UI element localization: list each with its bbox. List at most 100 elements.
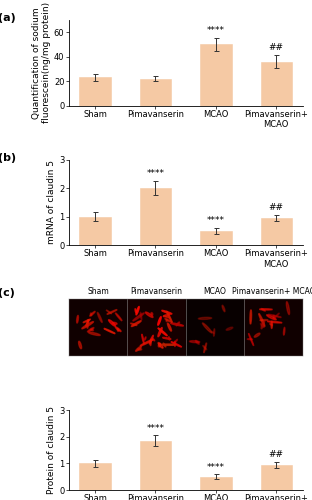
Bar bbox=[261, 62, 292, 106]
Ellipse shape bbox=[87, 320, 88, 322]
Text: MCAO: MCAO bbox=[203, 286, 226, 296]
Ellipse shape bbox=[158, 316, 161, 325]
Ellipse shape bbox=[106, 310, 111, 314]
Text: ****: **** bbox=[207, 462, 225, 471]
Ellipse shape bbox=[195, 340, 199, 344]
Ellipse shape bbox=[163, 338, 171, 340]
Text: ****: **** bbox=[207, 26, 225, 35]
Ellipse shape bbox=[163, 316, 169, 318]
Ellipse shape bbox=[226, 327, 233, 330]
Ellipse shape bbox=[267, 321, 282, 323]
Ellipse shape bbox=[162, 344, 175, 346]
Ellipse shape bbox=[158, 328, 167, 336]
Ellipse shape bbox=[167, 311, 172, 322]
Ellipse shape bbox=[168, 323, 172, 331]
Ellipse shape bbox=[87, 328, 94, 332]
Ellipse shape bbox=[266, 315, 276, 320]
Bar bbox=[69, 299, 127, 356]
Ellipse shape bbox=[142, 334, 144, 344]
Ellipse shape bbox=[168, 337, 170, 340]
Bar bbox=[79, 78, 111, 106]
Ellipse shape bbox=[173, 340, 178, 345]
Ellipse shape bbox=[254, 333, 260, 338]
Ellipse shape bbox=[145, 312, 153, 318]
Bar bbox=[244, 299, 303, 356]
Ellipse shape bbox=[109, 320, 115, 326]
Ellipse shape bbox=[158, 344, 161, 347]
Text: ****: **** bbox=[207, 216, 225, 226]
Ellipse shape bbox=[136, 306, 139, 315]
Ellipse shape bbox=[273, 316, 275, 318]
Bar bbox=[79, 216, 111, 245]
Text: ##: ## bbox=[269, 203, 284, 212]
Ellipse shape bbox=[97, 312, 102, 322]
Ellipse shape bbox=[268, 314, 281, 318]
Ellipse shape bbox=[202, 323, 212, 333]
Ellipse shape bbox=[89, 332, 100, 336]
Ellipse shape bbox=[261, 324, 264, 328]
Ellipse shape bbox=[135, 308, 136, 313]
Ellipse shape bbox=[79, 342, 82, 348]
Bar bbox=[140, 78, 171, 106]
Ellipse shape bbox=[151, 312, 153, 315]
Ellipse shape bbox=[163, 314, 170, 316]
Ellipse shape bbox=[82, 322, 93, 329]
Ellipse shape bbox=[90, 313, 92, 316]
Ellipse shape bbox=[166, 320, 167, 322]
Bar bbox=[261, 218, 292, 245]
Ellipse shape bbox=[104, 328, 115, 334]
Ellipse shape bbox=[165, 318, 171, 322]
Y-axis label: mRNA of claudin 5: mRNA of claudin 5 bbox=[47, 160, 56, 244]
Ellipse shape bbox=[171, 323, 183, 326]
Ellipse shape bbox=[189, 340, 200, 342]
Ellipse shape bbox=[87, 322, 88, 328]
Ellipse shape bbox=[144, 337, 146, 340]
Text: (c): (c) bbox=[0, 288, 15, 298]
Bar bbox=[186, 299, 244, 356]
Ellipse shape bbox=[204, 343, 207, 352]
Ellipse shape bbox=[140, 312, 142, 320]
Text: Pimavanserin: Pimavanserin bbox=[130, 286, 183, 296]
Ellipse shape bbox=[112, 322, 117, 324]
Text: ##: ## bbox=[269, 450, 284, 459]
Ellipse shape bbox=[76, 316, 79, 323]
Ellipse shape bbox=[249, 334, 254, 345]
Ellipse shape bbox=[261, 308, 265, 311]
Ellipse shape bbox=[136, 346, 141, 352]
Ellipse shape bbox=[213, 329, 215, 336]
Ellipse shape bbox=[261, 320, 265, 329]
Text: ****: **** bbox=[146, 424, 164, 433]
Ellipse shape bbox=[171, 342, 182, 347]
Text: (b): (b) bbox=[0, 152, 17, 162]
Ellipse shape bbox=[131, 323, 137, 326]
Ellipse shape bbox=[91, 329, 94, 331]
Ellipse shape bbox=[115, 313, 122, 321]
Ellipse shape bbox=[270, 324, 272, 326]
Ellipse shape bbox=[260, 308, 272, 310]
Ellipse shape bbox=[274, 313, 279, 318]
Bar bbox=[127, 299, 186, 356]
Ellipse shape bbox=[138, 348, 142, 350]
Text: Sham: Sham bbox=[87, 286, 109, 296]
Ellipse shape bbox=[150, 340, 151, 345]
Ellipse shape bbox=[107, 310, 117, 314]
Bar bbox=[261, 464, 292, 490]
Y-axis label: Protein of claudin 5: Protein of claudin 5 bbox=[47, 406, 56, 494]
Ellipse shape bbox=[198, 318, 212, 320]
Ellipse shape bbox=[158, 342, 163, 348]
Text: ****: **** bbox=[146, 170, 164, 178]
Bar bbox=[79, 464, 111, 490]
Text: Pimavanserin+ MCAO: Pimavanserin+ MCAO bbox=[232, 286, 312, 296]
Ellipse shape bbox=[203, 346, 207, 350]
Bar bbox=[200, 231, 232, 245]
Bar bbox=[200, 476, 232, 490]
Ellipse shape bbox=[83, 319, 90, 322]
Ellipse shape bbox=[212, 332, 214, 334]
Ellipse shape bbox=[152, 338, 155, 341]
Ellipse shape bbox=[158, 328, 162, 336]
Text: ##: ## bbox=[269, 44, 284, 52]
Ellipse shape bbox=[131, 321, 141, 326]
Ellipse shape bbox=[250, 310, 251, 324]
Bar bbox=[200, 44, 232, 106]
Ellipse shape bbox=[176, 322, 179, 326]
